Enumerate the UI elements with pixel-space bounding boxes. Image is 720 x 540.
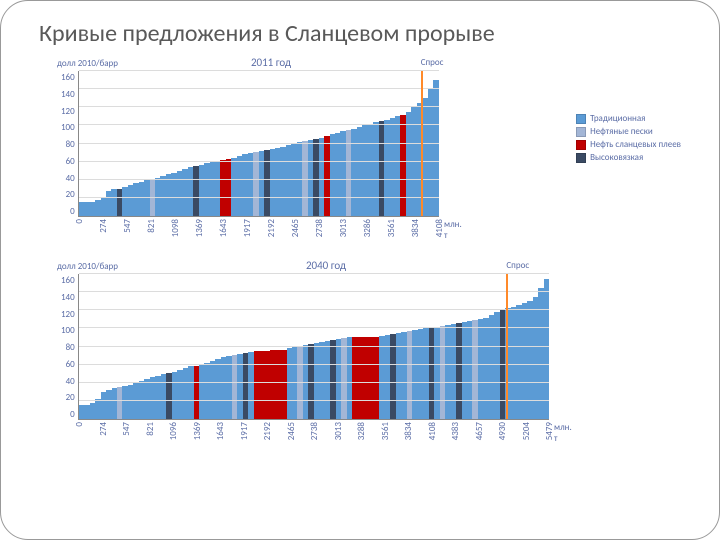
- xtick: 3013: [333, 422, 344, 440]
- charts-area: долл 2010/барр 2011 год 160 140 120 100 80 60…: [31, 56, 689, 456]
- xtick: 3013: [338, 219, 349, 237]
- xaxis-label: млн. т: [554, 422, 572, 444]
- ytick: 160: [61, 72, 75, 83]
- xtick: 3561: [380, 422, 391, 440]
- demand-line: [421, 71, 423, 216]
- xtick: 0: [74, 219, 85, 224]
- xtick: 3286: [362, 219, 373, 237]
- xtick: 4930: [497, 422, 508, 440]
- xtick: 821: [145, 422, 156, 436]
- ytick: 40: [66, 376, 75, 387]
- ytick: 20: [66, 392, 75, 403]
- ytick: 80: [66, 139, 75, 150]
- legend-swatch: [576, 153, 586, 163]
- xtick: 2465: [290, 219, 301, 237]
- xtick: 1096: [168, 422, 179, 440]
- chart1-xaxis: 0274547821109813691643191721922465273830…: [78, 219, 438, 253]
- xtick: 2738: [314, 219, 325, 237]
- xtick: 1369: [192, 422, 203, 440]
- ytick: 80: [66, 342, 75, 353]
- chart2-xaxis: 0274547821109613691643191721922465273830…: [78, 422, 548, 456]
- chart1-ylabel: долл 2010/барр: [57, 58, 118, 69]
- chart2-title: 2040 год: [81, 259, 571, 272]
- xtick: 4383: [450, 422, 461, 440]
- xtick: 274: [98, 422, 109, 436]
- legend-item: Нефть сланцевых плеев: [576, 139, 681, 150]
- chart1-title: 2011 год: [81, 56, 461, 69]
- legend-swatch: [576, 140, 586, 150]
- chart1-plot: Спрос: [78, 71, 439, 217]
- xtick: 3834: [410, 219, 421, 237]
- xtick: 3288: [356, 422, 367, 440]
- chart1-yaxis: 160 140 120 100 80 60 40 20 0: [61, 72, 78, 217]
- chart2-ylabel: долл 2010/барр: [57, 261, 118, 272]
- demand-line: [506, 274, 508, 419]
- bar: [544, 279, 549, 419]
- legend-swatch: [576, 114, 586, 124]
- ytick: 120: [61, 106, 75, 117]
- xtick: 1643: [215, 422, 226, 440]
- legend-item: Традиционная: [576, 113, 681, 124]
- xtick: 274: [98, 219, 109, 233]
- xtick: 2465: [286, 422, 297, 440]
- legend-label: Нефть сланцевых плеев: [590, 139, 681, 150]
- demand-label: Спрос: [421, 57, 444, 68]
- ytick: 120: [61, 309, 75, 320]
- slide-title: Кривые предложения в Сланцевом прорыве: [39, 19, 689, 48]
- xtick: 2192: [266, 219, 277, 237]
- chart2-yaxis: 160 140 120 100 80 60 40 20 0: [61, 275, 78, 420]
- legend-label: Высоковязкая: [590, 152, 643, 163]
- legend-label: Традиционная: [590, 113, 645, 124]
- ytick: 100: [61, 122, 75, 133]
- legend-item: Высоковязкая: [576, 152, 681, 163]
- ytick: 60: [66, 359, 75, 370]
- xtick: 1917: [242, 219, 253, 237]
- xtick: 1098: [170, 219, 181, 237]
- slide: { "title": "Кривые предложения в Сланцев…: [0, 0, 720, 540]
- xtick: 821: [146, 219, 157, 233]
- chart-2040: долл 2010/барр 2040 год 1601401201008060…: [61, 259, 679, 456]
- xaxis-label: млн. т: [444, 219, 462, 241]
- xtick: 5204: [521, 422, 532, 440]
- xtick: 2192: [262, 422, 273, 440]
- legend: Традиционная Нефтяные пески Нефть сланцевы…: [576, 111, 681, 165]
- xtick: 3834: [403, 422, 414, 440]
- legend-swatch: [576, 127, 586, 137]
- xtick: 0: [74, 422, 85, 427]
- chart2-plot: Спрос: [78, 274, 549, 420]
- ytick: 0: [70, 409, 75, 420]
- ytick: 140: [61, 89, 75, 100]
- bar: [433, 80, 438, 216]
- xtick: 1369: [194, 219, 205, 237]
- xtick: 1917: [239, 422, 250, 440]
- xtick: 4657: [474, 422, 485, 440]
- xtick: 547: [122, 219, 133, 233]
- ytick: 20: [66, 189, 75, 200]
- ytick: 100: [61, 325, 75, 336]
- ytick: 160: [61, 275, 75, 286]
- xtick: 4108: [427, 422, 438, 440]
- ytick: 140: [61, 292, 75, 303]
- xtick: 2738: [309, 422, 320, 440]
- ytick: 60: [66, 156, 75, 167]
- xtick: 547: [121, 422, 132, 436]
- ytick: 40: [66, 173, 75, 184]
- xtick: 3561: [386, 219, 397, 237]
- demand-label: Спрос: [506, 260, 529, 271]
- xtick: 1643: [218, 219, 229, 237]
- ytick: 0: [70, 206, 75, 217]
- legend-label: Нефтяные пески: [590, 126, 653, 137]
- legend-item: Нефтяные пески: [576, 126, 681, 137]
